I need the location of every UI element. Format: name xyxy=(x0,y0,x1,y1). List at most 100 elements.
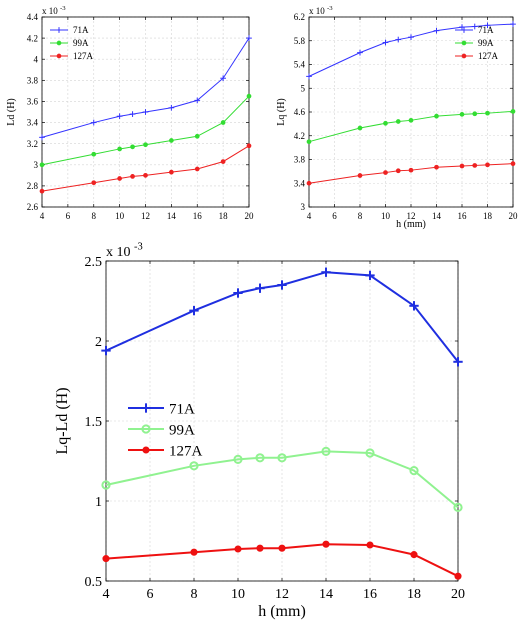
data-point xyxy=(169,169,174,175)
x-tick-label: 6 xyxy=(147,587,154,602)
x-tick-label: 18 xyxy=(219,211,229,221)
y-tick-label: 3.6 xyxy=(27,97,39,107)
data-point xyxy=(510,161,516,167)
x-tick-label: 10 xyxy=(231,587,245,602)
series-99A xyxy=(306,109,516,145)
series-line xyxy=(308,23,514,77)
y-tick-label: 4.4 xyxy=(27,12,39,22)
legend-label: 99A xyxy=(478,38,494,48)
data-point xyxy=(277,453,287,463)
data-point xyxy=(194,166,200,172)
y-tick-label: 2.8 xyxy=(27,181,39,191)
x-tick-label: 12 xyxy=(141,211,150,221)
data-point xyxy=(220,159,226,164)
data-point xyxy=(233,454,243,464)
data-point xyxy=(459,112,465,117)
y-tick-label: 1 xyxy=(95,495,102,510)
x-tick-label: 6 xyxy=(66,211,71,221)
data-point xyxy=(130,174,135,179)
data-point xyxy=(246,93,252,99)
data-point xyxy=(39,188,45,194)
y-exponent-label: x 10 -3 xyxy=(42,5,66,16)
series-99A xyxy=(39,93,252,168)
x-tick-label: 14 xyxy=(167,211,177,221)
data-point xyxy=(322,540,330,548)
y-tick-label: 4.6 xyxy=(294,107,306,117)
legend-marker xyxy=(56,40,62,46)
data-point xyxy=(234,545,242,553)
y-tick-label: 2.6 xyxy=(27,202,39,212)
data-point xyxy=(91,151,97,157)
y-tick-label: 4.2 xyxy=(294,131,305,141)
y-axis-label: Lq (H) xyxy=(276,98,287,126)
legend-marker xyxy=(141,424,151,434)
series-127A xyxy=(306,161,516,186)
chart-3: 4 6 8 10 12 14 16 18 20 0.5 1 1.5 2 2.5x 10 -3 Lq-Ld (… xyxy=(54,242,465,620)
y-axis-label: Ld (H) xyxy=(6,98,17,126)
legend-marker xyxy=(56,53,62,59)
chart-2: 4 6 8 10 12 14 16 18 20 3 3.4 3.8 4.2 4.6 5 5.4 5.8 6.2 x … xyxy=(276,5,518,230)
data-point xyxy=(434,164,439,170)
series-71A xyxy=(306,21,516,80)
x-tick-label: 12 xyxy=(275,587,289,602)
data-point xyxy=(189,461,199,471)
data-point xyxy=(357,125,363,131)
legend-label: 71A xyxy=(169,401,195,417)
x-tick-label: 20 xyxy=(451,587,465,602)
legend-marker xyxy=(461,40,467,46)
x-tick-label: 16 xyxy=(193,211,203,221)
x-tick-label: 14 xyxy=(432,211,442,221)
data-point xyxy=(366,541,374,549)
data-point xyxy=(321,446,331,456)
x-axis-label: h (mm) xyxy=(258,603,306,620)
data-point xyxy=(256,544,264,552)
y-tick-label: 3 xyxy=(34,160,39,170)
y-tick-label: 3 xyxy=(301,202,306,212)
x-tick-label: 8 xyxy=(191,587,198,602)
x-tick-label: 14 xyxy=(319,587,333,602)
data-point xyxy=(395,119,401,124)
y-tick-label: 4.2 xyxy=(27,33,38,43)
data-point xyxy=(510,109,516,114)
legend-label: 127A xyxy=(478,51,499,61)
x-tick-label: 6 xyxy=(332,211,337,221)
y-exponent-label: x 10 -3 xyxy=(309,5,333,16)
y-tick-label: 3.8 xyxy=(27,75,39,85)
data-point xyxy=(472,111,478,117)
data-point xyxy=(408,167,414,173)
series-line xyxy=(105,450,459,509)
data-point xyxy=(255,453,265,463)
y-axis-label: Lq-Ld (H) xyxy=(54,387,71,454)
series-line xyxy=(308,163,514,184)
y-tick-label: 3.2 xyxy=(27,139,38,149)
y-tick-label: 5 xyxy=(301,83,306,93)
data-point xyxy=(357,173,363,178)
x-tick-label: 16 xyxy=(458,211,468,221)
series-71A xyxy=(101,267,463,367)
data-point xyxy=(472,163,478,168)
series-line xyxy=(41,145,250,192)
data-point xyxy=(306,139,312,145)
data-point xyxy=(434,113,439,119)
data-point xyxy=(485,162,490,168)
data-point xyxy=(383,170,388,175)
y-exponent-label: x 10 -3 xyxy=(106,242,143,260)
legend-label: 99A xyxy=(169,422,195,438)
x-tick-label: 20 xyxy=(509,211,519,221)
legend-marker xyxy=(461,53,467,59)
legend-label: 99A xyxy=(73,38,89,48)
data-point xyxy=(102,555,110,563)
data-point xyxy=(410,551,418,559)
x-tick-label: 18 xyxy=(483,211,493,221)
y-tick-label: 3.4 xyxy=(27,118,39,128)
data-point xyxy=(91,180,97,186)
legend-label: 127A xyxy=(73,51,94,61)
y-tick-label: 5.4 xyxy=(294,60,306,70)
x-tick-label: 8 xyxy=(92,211,97,221)
data-point xyxy=(408,117,414,123)
y-tick-label: 0.5 xyxy=(85,575,103,590)
x-tick-label: 16 xyxy=(363,587,377,602)
legend-label: 71A xyxy=(73,25,89,35)
x-tick-label: 10 xyxy=(115,211,125,221)
